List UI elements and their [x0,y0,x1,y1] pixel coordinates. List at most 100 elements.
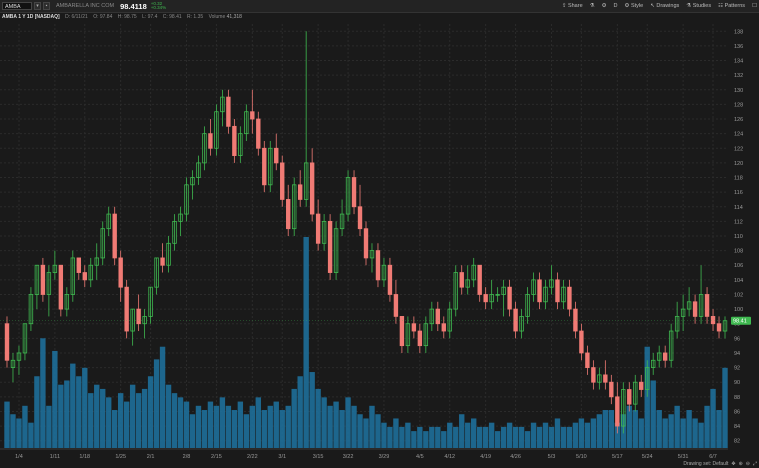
candle-body [525,294,530,317]
volume-bar [453,426,459,448]
y-tick-label: 106 [734,263,743,269]
candle-body [477,264,482,295]
candle-body [148,286,153,317]
volume-bar [28,422,34,448]
volume-bar [100,388,106,448]
volume-bar [387,426,393,448]
volume-bar [141,388,148,448]
candle-body [567,286,572,310]
candle-body [178,213,183,222]
volume-bar [225,405,232,448]
last-price-tag: 98.41 [0,316,751,325]
volume-bar [315,388,321,448]
volume-bar [596,414,603,448]
candle-body [627,389,632,405]
candle-body [716,323,722,332]
volume-bar [644,346,650,448]
candle-body [585,352,590,368]
candle-body [674,316,680,332]
zoom-in-icon[interactable]: ⊕ [738,461,743,467]
candle-body [633,381,638,405]
candle-body [303,162,309,200]
candle-body [692,301,698,317]
candle-body [411,323,417,332]
volume-bar [147,376,154,448]
volume-bar [255,397,261,448]
candle-body [483,294,488,303]
candle-body [543,286,548,303]
candle-body [172,220,177,244]
candle-body [220,96,225,113]
info-range: R: 1.35 [187,14,204,20]
candle-body [244,111,249,135]
close-icon[interactable]: ☐ [752,3,757,9]
price-chart[interactable]: 8284868890929496981001021041061081101121… [0,12,759,468]
link-icon[interactable]: ▪ [43,2,50,10]
candle-body [519,316,524,332]
x-tick-label: 1/4 [15,454,23,460]
candle-body [363,228,369,259]
pan-icon[interactable]: ✥ [731,461,736,467]
x-tick-label: 3/1 [278,454,286,460]
volume-bar [309,372,315,448]
y-tick-label: 90 [734,380,740,386]
candle-body [142,316,147,325]
volume-bar [650,380,656,448]
candle-body [561,286,566,303]
volume-bar [333,401,339,448]
x-tick-label: 3/15 [313,454,324,460]
candle-body [297,184,303,200]
symbol-dropdown[interactable]: ▾ [34,2,41,10]
candle-body [10,359,16,368]
zoom-reset-icon[interactable]: ⤢ [752,461,757,467]
volume-bar [632,410,638,448]
candle-body [393,294,399,317]
candle-body [100,228,105,259]
y-tick-label: 122 [734,146,743,152]
share-button[interactable]: ⇪ Share [561,3,583,9]
volume-bar [267,405,273,448]
candle-body [423,323,429,347]
candle-body [417,330,423,347]
candle-body [447,308,452,332]
volume-bar [578,418,585,448]
info-volume-value: 41,318 [226,14,242,20]
volume-bar [423,431,429,448]
candle-body [531,279,536,295]
style-button[interactable]: ⚙ Style [624,3,644,9]
volume-bar [608,410,615,448]
settings-icon[interactable]: ⚙ [601,3,607,9]
candle-body [656,352,662,361]
volume-bar [303,237,309,448]
y-tick-label: 100 [734,307,743,313]
candle-body [226,96,231,127]
candle-body [118,257,123,288]
candle-body [686,301,692,310]
volume-bar [560,426,567,448]
patterns-button[interactable]: ☷ Patterns [718,3,746,9]
symbol-input[interactable]: AMBA [2,2,32,10]
volume-bar [129,384,136,448]
y-tick-label: 84 [734,424,740,430]
volume-bar [548,426,555,448]
candle-body [387,264,393,295]
candle-body [208,133,213,149]
studies-button[interactable]: ⚗ Studies [686,3,712,9]
zoom-out-icon[interactable]: ⊖ [745,461,750,467]
volume-bar [554,418,561,448]
share-label: Share [567,3,583,9]
y-tick-label: 104 [734,278,743,284]
y-tick-label: 130 [734,88,743,94]
volume-bar [94,384,100,448]
volume-bar [195,405,202,448]
period-button[interactable]: D [613,3,618,9]
volume-bar [542,422,549,448]
candle-body [429,308,435,325]
candle-body [453,272,458,310]
flask-icon[interactable]: ⚗ [589,3,595,9]
candle-body [662,352,668,361]
info-low: L: 97.4 [142,14,158,20]
volume-bar [722,367,728,448]
drawings-button[interactable]: ↖ Drawings [650,3,680,9]
candle-body [190,177,195,186]
